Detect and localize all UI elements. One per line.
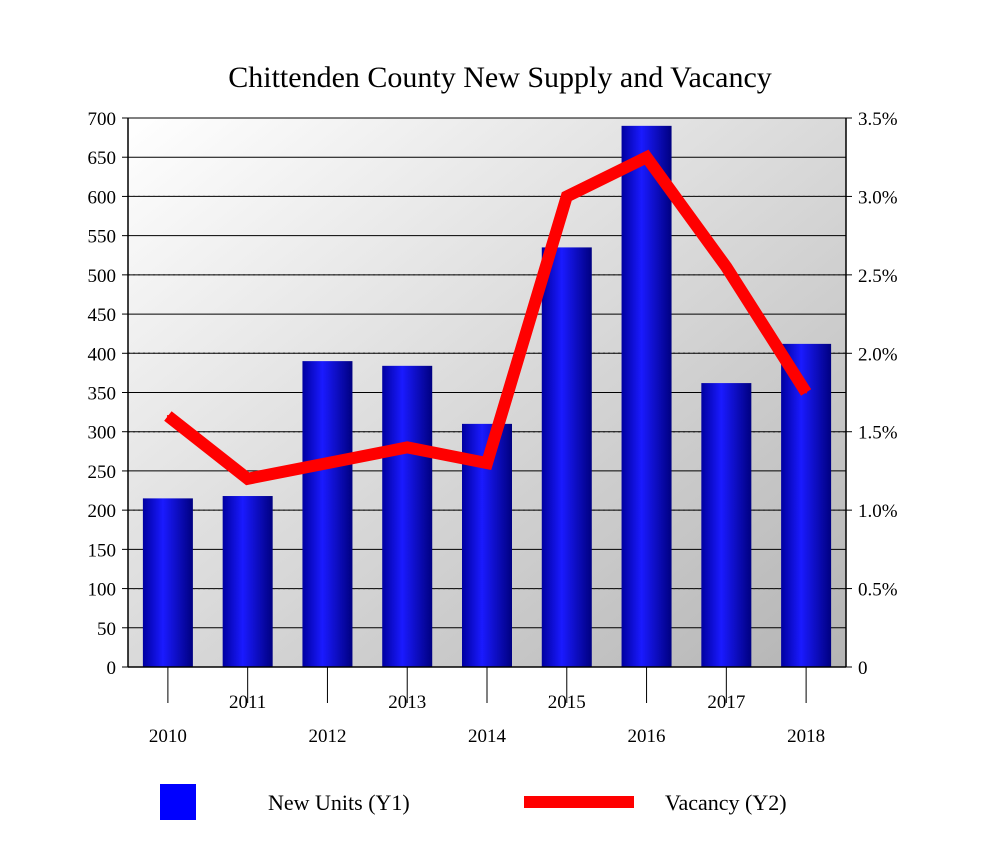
legend-label-new-units: New Units (Y1)	[268, 790, 410, 815]
tick-label-y1: 600	[88, 187, 117, 208]
legend-swatch-vacancy	[524, 796, 634, 808]
bar-new-units	[701, 383, 752, 667]
tick-label-y1: 0	[107, 658, 117, 679]
tick-label-y1: 250	[88, 462, 117, 483]
tick-label-y2: 1.5%	[858, 423, 898, 444]
tick-label-y1: 700	[88, 109, 117, 130]
tick-label-x: 2010	[149, 726, 187, 747]
tick-label-y2: 3.5%	[858, 109, 898, 130]
tick-label-y1: 100	[88, 580, 117, 601]
tick-label-x: 2016	[628, 726, 666, 747]
legend: New Units (Y1) Vacancy (Y2)	[160, 784, 787, 820]
tick-label-y1: 450	[88, 305, 117, 326]
point-vacancy	[406, 446, 409, 449]
tick-label-x: 2013	[388, 692, 426, 713]
line-series-vacancy	[164, 149, 812, 486]
tick-label-y1: 350	[88, 384, 117, 405]
tick-label-y1: 50	[97, 619, 116, 640]
bar-new-units	[781, 343, 832, 667]
bar-new-units	[142, 498, 193, 667]
tick-label-y2: 3.0%	[858, 187, 898, 208]
point-vacancy	[725, 266, 728, 269]
chart-title: Chittenden County New Supply and Vacancy	[228, 61, 772, 94]
point-vacancy	[246, 477, 249, 480]
point-vacancy	[645, 156, 648, 159]
point-vacancy	[486, 462, 488, 465]
tick-label-y1: 400	[88, 344, 117, 365]
tick-label-y2: 2.0%	[858, 344, 898, 365]
legend-label-vacancy: Vacancy (Y2)	[665, 790, 787, 815]
bar-new-units	[222, 496, 273, 667]
point-vacancy	[805, 391, 808, 394]
bar-new-units	[541, 247, 592, 667]
tick-label-x: 2018	[787, 726, 825, 747]
tick-label-y1: 300	[88, 423, 117, 444]
legend-swatch-new-units	[160, 784, 196, 820]
axes: 0 50 100 150 200 250 300 350 400 450 500 550 600 650 7…	[88, 109, 898, 747]
tick-label-y2: 0.5%	[858, 580, 898, 601]
tick-label-x: 2011	[229, 692, 266, 713]
point-vacancy	[166, 415, 169, 418]
tick-label-y1: 500	[88, 266, 117, 287]
tick-label-x: 2015	[548, 692, 586, 713]
tick-label-y2: 1.0%	[858, 501, 898, 522]
tick-label-x: 2017	[707, 692, 745, 713]
tick-label-y2: 0	[858, 658, 868, 679]
tick-label-y1: 650	[88, 148, 117, 169]
tick-label-y1: 200	[88, 501, 117, 522]
point-vacancy	[326, 462, 329, 465]
bar-new-units	[302, 361, 353, 667]
tick-label-y1: 550	[88, 227, 117, 248]
tick-label-y1: 150	[88, 540, 117, 561]
tick-label-x: 2012	[308, 726, 346, 747]
point-vacancy	[565, 195, 568, 198]
bar-new-units	[621, 125, 672, 668]
tick-label-y2: 2.5%	[858, 266, 898, 287]
bar-new-units	[382, 365, 433, 667]
tick-label-x: 2014	[468, 726, 507, 747]
